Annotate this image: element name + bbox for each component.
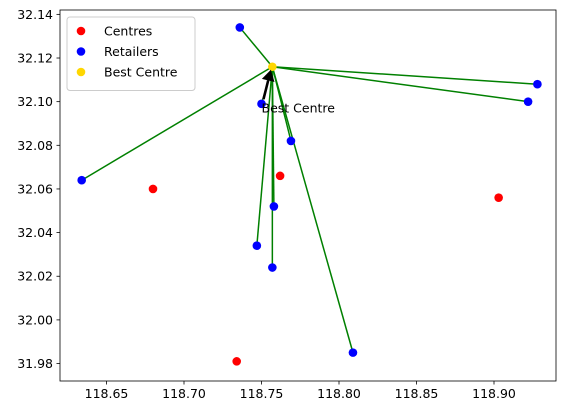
connection-line <box>256 66 274 246</box>
x-tick-label: 118.70 <box>162 386 206 401</box>
legend-label-centres: Centres <box>104 24 152 39</box>
y-tick-label: 32.12 <box>17 51 53 66</box>
retailers-point <box>252 241 262 250</box>
centres-point <box>148 184 158 194</box>
x-tick-label: 118.65 <box>85 386 129 401</box>
centres-point <box>494 193 503 202</box>
legend-box <box>66 16 196 91</box>
x-tick-label: 118.85 <box>395 386 439 401</box>
annotation-label: Best Centre <box>262 101 336 116</box>
x-tick-label: 118.80 <box>317 386 361 401</box>
legend-label-best-centre: Best Centre <box>104 65 178 80</box>
legend-label-retailers: Retailers <box>104 44 159 59</box>
y-tick-label: 32.14 <box>17 7 53 22</box>
retailers-point <box>533 79 542 89</box>
y-tick-label: 32.04 <box>17 225 53 240</box>
y-tick-label: 32.02 <box>17 269 53 284</box>
x-tick-label: 118.90 <box>472 386 516 401</box>
data-points <box>77 23 542 366</box>
retailers-point <box>269 202 279 211</box>
retailers-point <box>286 136 296 146</box>
plot-area-frame <box>59 9 557 382</box>
annotation: Best Centre <box>261 69 336 116</box>
connection-line <box>81 66 273 181</box>
legend-marker-best-centre <box>76 67 86 77</box>
connection-lines <box>81 26 538 353</box>
y-tick-label: 32.08 <box>17 138 53 153</box>
retailers-point <box>348 348 358 357</box>
legend-marker-centres <box>76 26 86 36</box>
retailers-point <box>77 175 86 185</box>
connection-line <box>239 26 273 68</box>
retailers-point <box>268 263 277 272</box>
connection-line <box>272 65 529 103</box>
x-tick-label: 118.75 <box>240 386 284 401</box>
best-centre-point <box>268 62 277 72</box>
annotation-arrow-shaft <box>262 80 270 100</box>
y-tick-label: 32.00 <box>17 312 53 327</box>
y-tick-label: 32.06 <box>17 181 53 196</box>
retailers-point <box>235 23 245 32</box>
y-tick-label: 32.10 <box>17 94 53 109</box>
y-tick-label: 31.98 <box>17 356 53 371</box>
legend: Centres Retailers Best Centre <box>66 16 196 91</box>
connection-line <box>272 65 538 85</box>
retailers-point <box>257 99 266 109</box>
centres-point <box>275 171 285 181</box>
connection-line <box>271 66 354 353</box>
retailers-point <box>523 97 533 106</box>
y-axis-ticks: 31.98 32.00 32.02 32.04 32.06 32.08 32.10 32.12… <box>17 7 60 371</box>
centres-point <box>232 357 241 366</box>
legend-marker-retailers <box>76 47 86 56</box>
annotation-arrow-head <box>261 69 275 82</box>
x-axis-ticks: 118.65 118.70 118.75 118.80 118.85 118.90 <box>85 381 516 401</box>
